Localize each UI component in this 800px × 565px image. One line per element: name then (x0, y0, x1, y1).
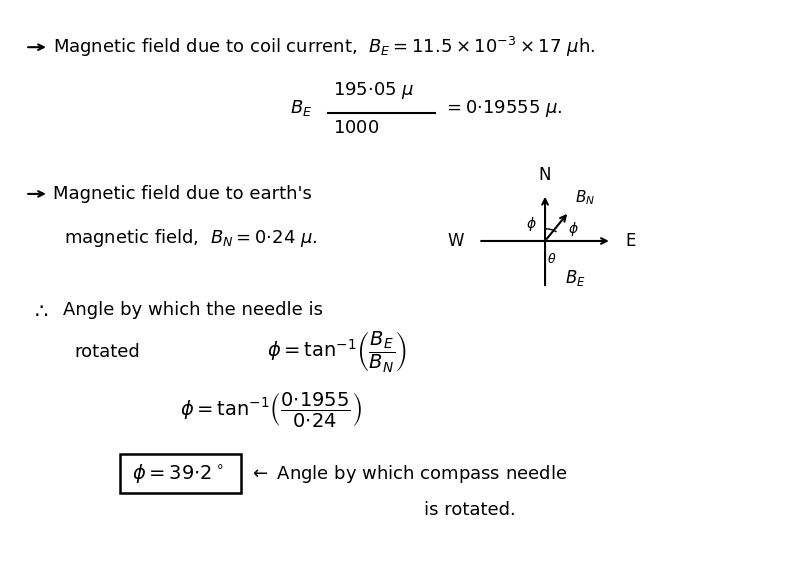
Text: $\therefore$: $\therefore$ (30, 300, 48, 320)
Text: Magnetic field due to coil current,  $B_E = 11.5\times10^{-3}\times17\ \mu$h.: Magnetic field due to coil current, $B_E… (53, 35, 595, 59)
Text: $\theta$: $\theta$ (547, 252, 557, 266)
Text: $195{\cdot}05\ \mu$: $195{\cdot}05\ \mu$ (334, 80, 415, 101)
Text: $= 0{\cdot}19555\ \mu.$: $= 0{\cdot}19555\ \mu.$ (443, 98, 562, 119)
Text: $\leftarrow$ Angle by which compass needle: $\leftarrow$ Angle by which compass need… (250, 463, 568, 485)
Text: magnetic field,  $B_N = 0{\cdot}24\ \mu$.: magnetic field, $B_N = 0{\cdot}24\ \mu$. (65, 227, 318, 249)
Text: is rotated.: is rotated. (423, 501, 515, 519)
Text: $B_N$: $B_N$ (575, 189, 595, 207)
Text: E: E (626, 232, 636, 250)
Text: $\phi = \tan^{-1}\!\left(\dfrac{B_E}{B_N}\right)$: $\phi = \tan^{-1}\!\left(\dfrac{B_E}{B_N… (266, 329, 406, 374)
Text: rotated: rotated (74, 343, 140, 360)
Text: $\phi$: $\phi$ (526, 215, 536, 233)
Text: Magnetic field due to earth's: Magnetic field due to earth's (53, 185, 311, 203)
Text: W: W (448, 232, 464, 250)
Text: N: N (538, 166, 551, 184)
Text: Angle by which the needle is: Angle by which the needle is (63, 301, 323, 319)
Text: $\phi = 39{\cdot}2^\circ$: $\phi = 39{\cdot}2^\circ$ (132, 462, 223, 485)
Text: $1000$: $1000$ (334, 119, 380, 137)
Text: $B_E$: $B_E$ (565, 268, 586, 288)
Text: $\phi = \tan^{-1}\!\left(\dfrac{0{\cdot}1955}{0{\cdot}24}\right)$: $\phi = \tan^{-1}\!\left(\dfrac{0{\cdot}… (181, 390, 362, 429)
Text: $\phi$: $\phi$ (568, 220, 578, 238)
Text: $B_E$: $B_E$ (290, 98, 313, 118)
